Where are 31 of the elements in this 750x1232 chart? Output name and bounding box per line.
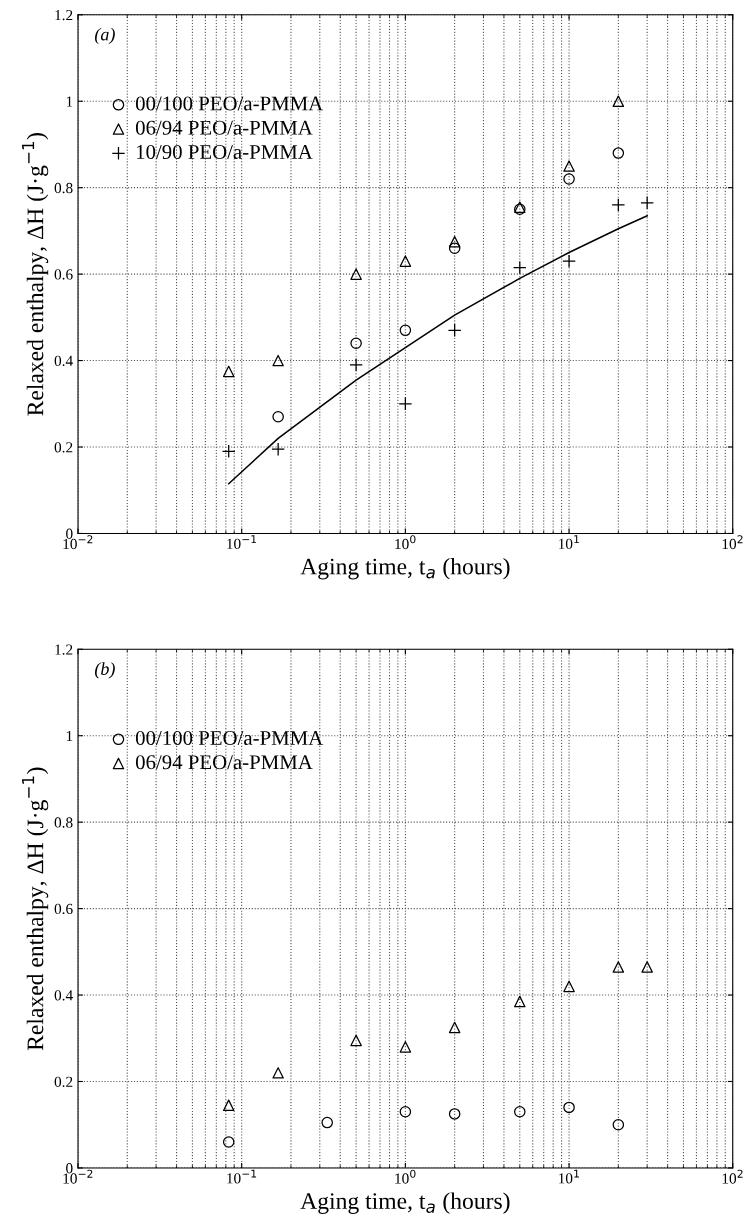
legend-label: 00/100 PEO/a-PMMA — [135, 730, 324, 745]
annotation: (a) — [95, 27, 115, 45]
y-tick-label: 0.8 — [54, 817, 73, 828]
y-tick-label: 0.2 — [54, 1076, 73, 1088]
x-tick-label: 10$^{1}$ — [559, 1169, 579, 1184]
x-tick-label: 10$^{0}$ — [395, 1169, 416, 1184]
legend-label: 00/100 PEO/a-PMMA — [135, 96, 324, 111]
legend-label: 10/90 PEO/a-PMMA — [136, 144, 313, 159]
y-tick-label: 1.2 — [55, 9, 73, 21]
x-tick-label: 10$^{−1}$ — [227, 1169, 257, 1184]
y-tick-label: 1 — [66, 96, 73, 107]
y-tick-label: 0.6 — [54, 903, 73, 915]
legend-label: 06/94 PEO/a-PMMA — [135, 120, 313, 135]
x-tick-label: 10$^{1}$ — [559, 535, 579, 550]
x-tick-label: 10$^{2}$ — [722, 535, 743, 550]
y-tick-label: 0.4 — [54, 355, 73, 367]
legend-label: 06/94 PEO/a-PMMA — [135, 755, 313, 770]
y-tick-label: 0.2 — [54, 442, 73, 453]
y-tick-label: 0.4 — [54, 990, 73, 1001]
y-axis-title: Relaxed enthalpy, ΔH (J·g$^{−1}$) — [22, 767, 49, 1051]
y-tick-label: 1.2 — [55, 644, 73, 655]
x-tick-label: 10$^{−1}$ — [227, 535, 257, 550]
x-axis-title: Aging time, t$_{a}$ (hours) — [300, 557, 510, 580]
y-tick-label: 0.8 — [54, 182, 73, 194]
y-tick-label: 0.6 — [54, 269, 73, 280]
x-tick-label: 10$^{0}$ — [395, 535, 416, 550]
y-axis-title: Relaxed enthalpy, ΔH (J·g$^{−1}$) — [22, 133, 49, 416]
annotation: (b) — [95, 662, 115, 679]
x-axis-title: Aging time, t$_{a}$ (hours) — [300, 1192, 510, 1214]
x-tick-label: 10$^{2}$ — [722, 1169, 743, 1184]
y-tick-label: 1 — [66, 730, 73, 742]
